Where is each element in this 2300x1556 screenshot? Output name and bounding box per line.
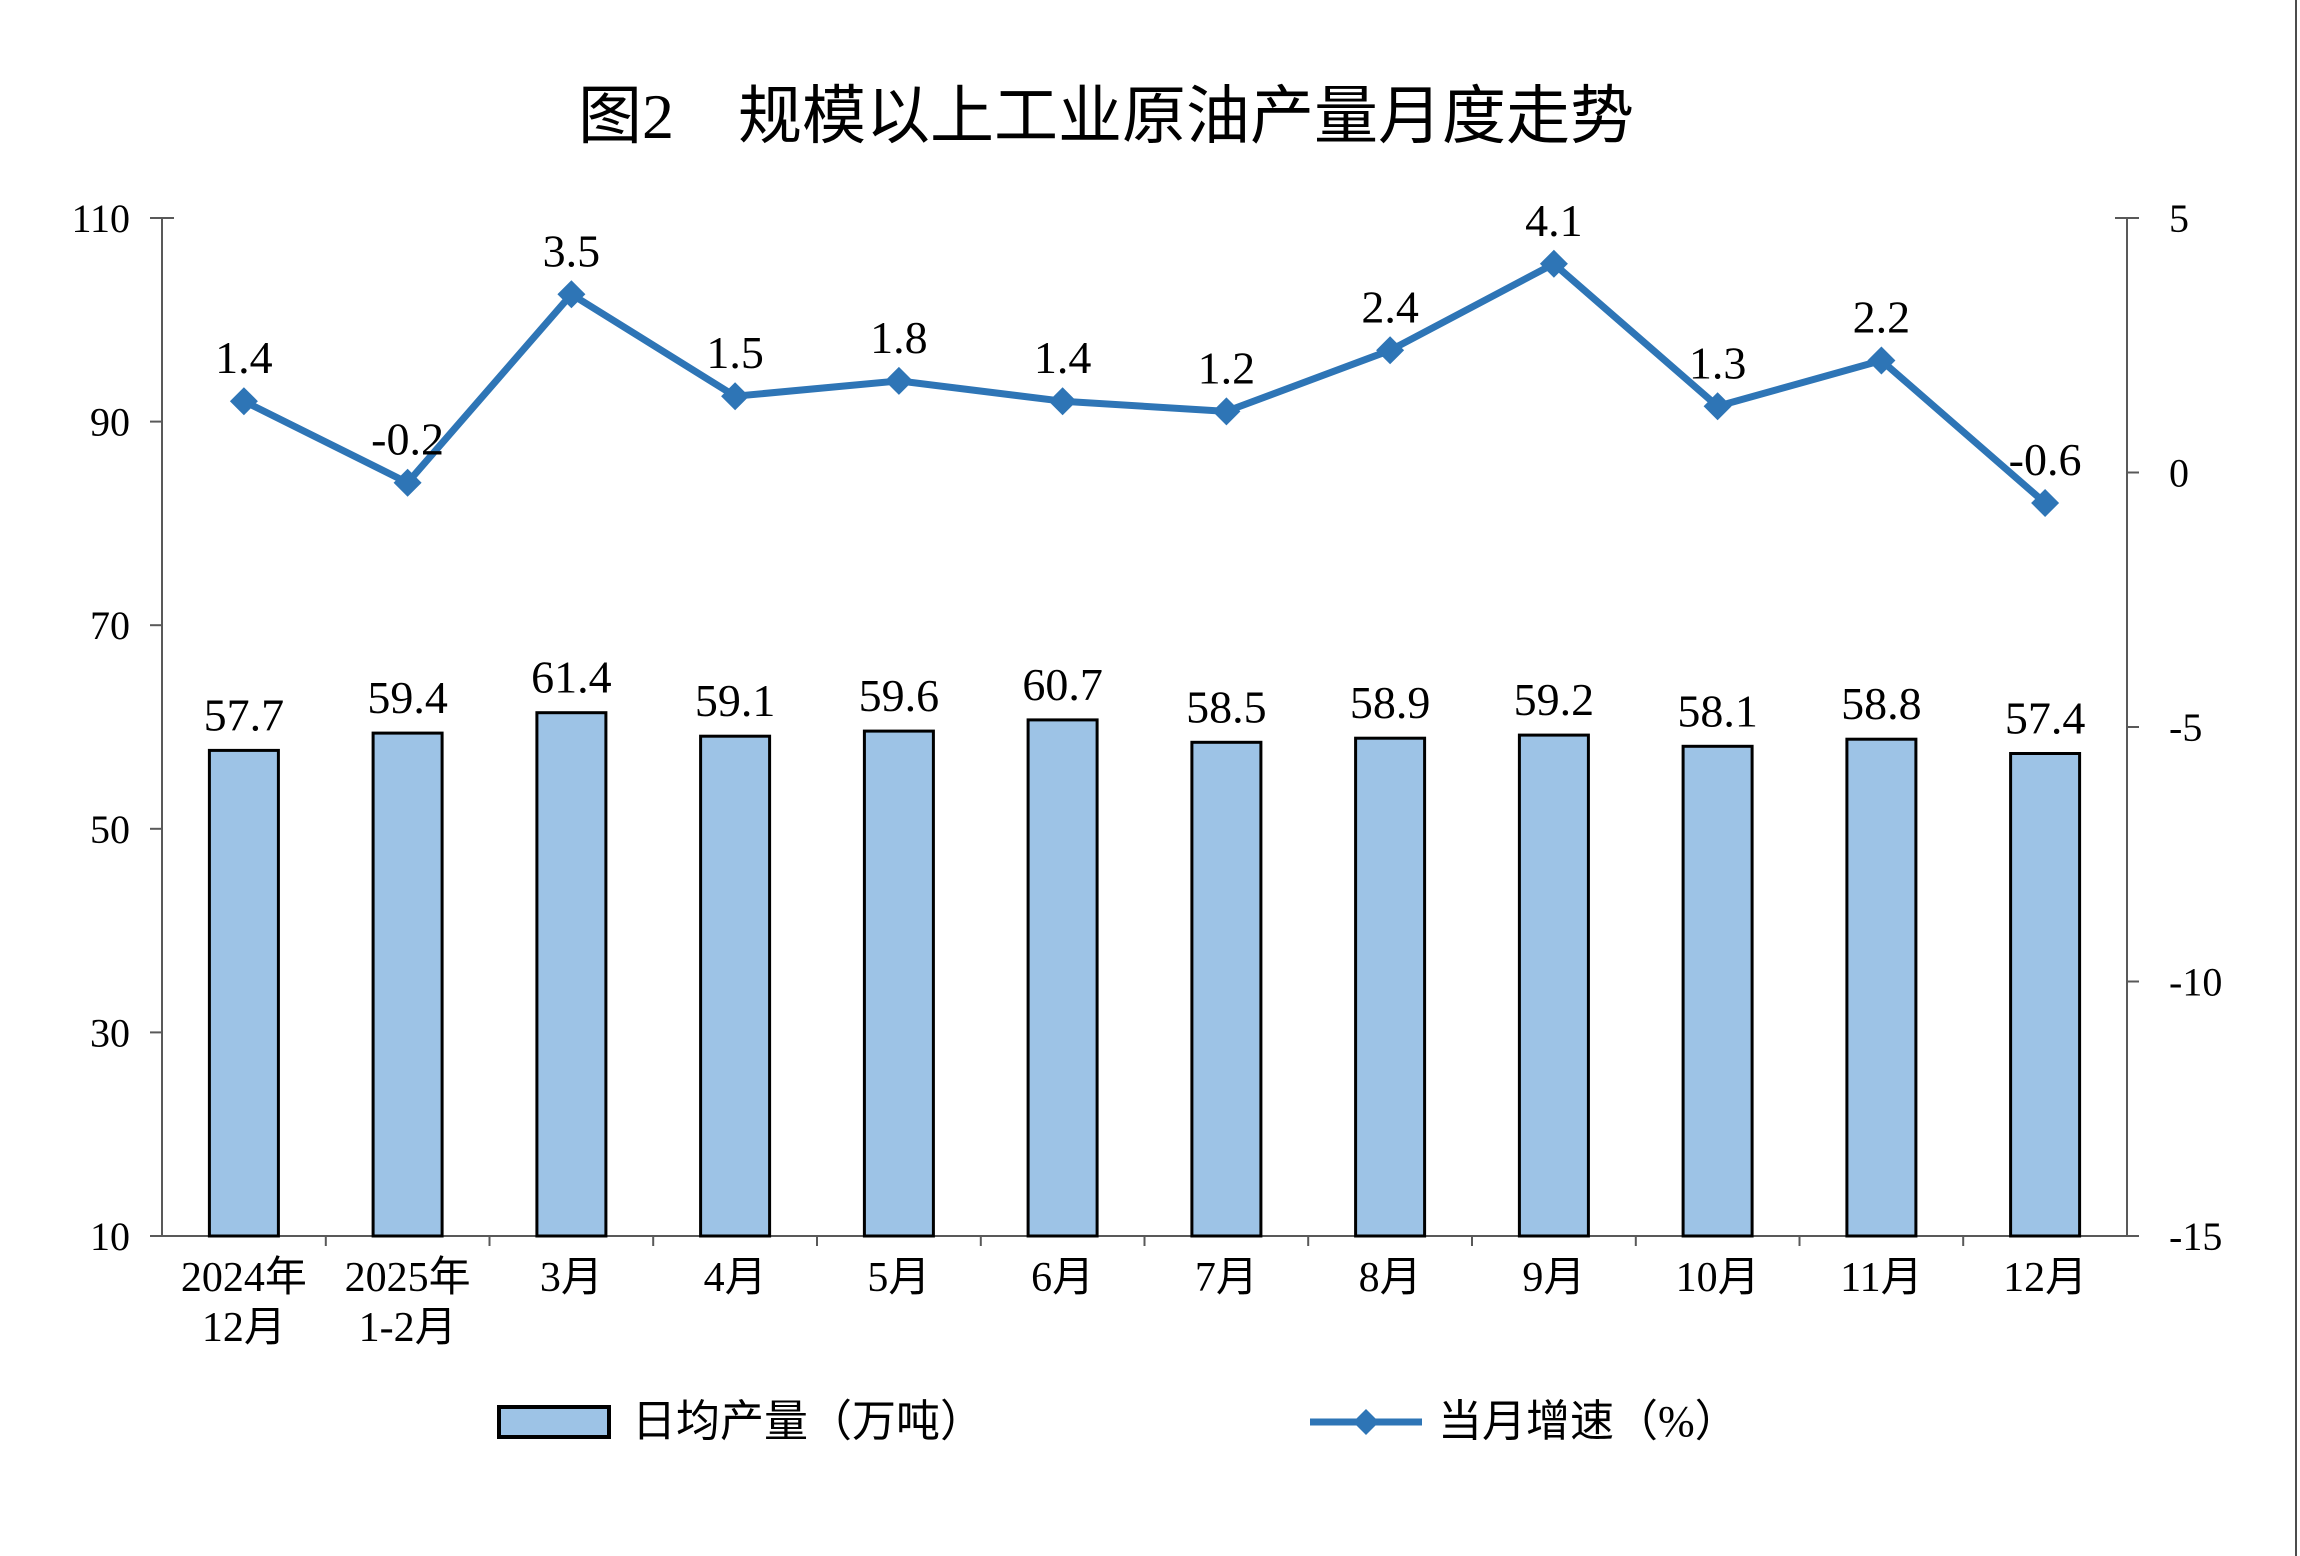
svg-text:58.1: 58.1 — [1677, 685, 1758, 736]
svg-text:2.4: 2.4 — [1361, 281, 1419, 332]
svg-text:图2 规模以上工业原油产量月度走势: 图2 规模以上工业原油产量月度走势 — [578, 80, 1634, 152]
svg-text:60.7: 60.7 — [1022, 659, 1103, 710]
svg-text:59.6: 59.6 — [859, 670, 940, 721]
svg-text:5: 5 — [2169, 196, 2189, 241]
svg-text:1.8: 1.8 — [870, 312, 928, 363]
svg-text:59.4: 59.4 — [367, 672, 448, 723]
svg-text:-0.6: -0.6 — [2009, 434, 2082, 485]
svg-text:4.1: 4.1 — [1525, 195, 1583, 246]
svg-text:8月: 8月 — [1359, 1253, 1422, 1301]
svg-text:1.2: 1.2 — [1198, 342, 1256, 393]
svg-text:3月: 3月 — [540, 1253, 603, 1301]
svg-text:3.5: 3.5 — [543, 225, 601, 276]
svg-text:58.5: 58.5 — [1186, 681, 1267, 732]
svg-text:12月: 12月 — [2003, 1253, 2087, 1301]
svg-text:70: 70 — [90, 603, 130, 648]
svg-text:1.4: 1.4 — [1034, 332, 1092, 383]
svg-text:日均产量（万吨）: 日均产量（万吨） — [632, 1397, 984, 1446]
svg-text:58.9: 58.9 — [1350, 677, 1431, 728]
svg-text:59.1: 59.1 — [695, 675, 776, 726]
svg-text:2025年: 2025年 — [345, 1253, 471, 1301]
svg-text:4月: 4月 — [704, 1253, 767, 1301]
svg-text:90: 90 — [90, 400, 130, 445]
svg-text:59.2: 59.2 — [1514, 674, 1595, 725]
svg-text:61.4: 61.4 — [531, 652, 612, 703]
svg-text:58.8: 58.8 — [1841, 678, 1922, 729]
svg-text:9月: 9月 — [1522, 1253, 1585, 1301]
svg-text:12月: 12月 — [202, 1303, 286, 1351]
svg-text:0: 0 — [2169, 451, 2189, 496]
svg-text:1.4: 1.4 — [215, 332, 273, 383]
svg-text:1-2月: 1-2月 — [359, 1303, 457, 1351]
svg-text:11月: 11月 — [1840, 1253, 1922, 1301]
svg-text:50: 50 — [90, 807, 130, 852]
svg-text:-0.2: -0.2 — [371, 414, 444, 465]
svg-text:10月: 10月 — [1676, 1253, 1760, 1301]
svg-text:110: 110 — [71, 196, 130, 241]
svg-text:1.5: 1.5 — [706, 327, 764, 378]
svg-text:-15: -15 — [2169, 1214, 2222, 1259]
svg-text:-10: -10 — [2169, 960, 2222, 1005]
svg-text:当月增速（%）: 当月增速（%） — [1438, 1397, 1739, 1446]
svg-text:6月: 6月 — [1031, 1253, 1094, 1301]
svg-text:2.2: 2.2 — [1853, 292, 1911, 343]
svg-text:1.3: 1.3 — [1689, 337, 1747, 388]
svg-text:-5: -5 — [2169, 705, 2202, 750]
svg-text:2024年: 2024年 — [181, 1253, 307, 1301]
svg-text:5月: 5月 — [867, 1253, 930, 1301]
svg-text:10: 10 — [90, 1214, 130, 1259]
svg-text:30: 30 — [90, 1010, 130, 1055]
svg-text:7月: 7月 — [1195, 1253, 1258, 1301]
svg-text:57.7: 57.7 — [204, 689, 285, 740]
svg-text:57.4: 57.4 — [2005, 693, 2086, 744]
